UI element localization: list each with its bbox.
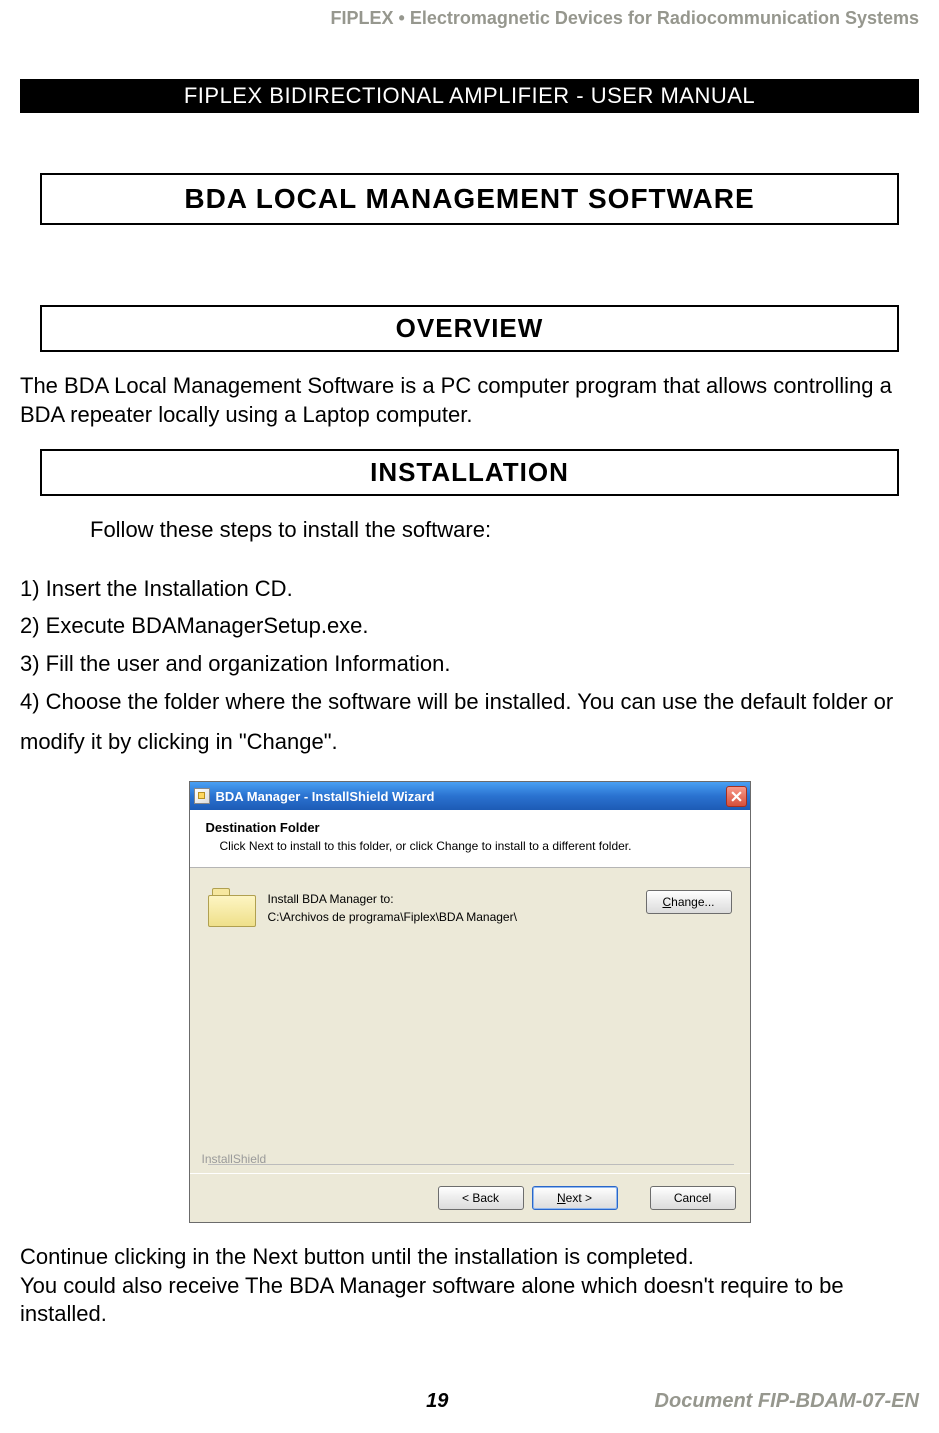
dialog-title: BDA Manager - InstallShield Wizard: [216, 789, 726, 804]
install-path: C:\Archivos de programa\Fiplex\BDA Manag…: [268, 908, 634, 926]
dialog-titlebar: BDA Manager - InstallShield Wizard: [190, 782, 750, 810]
install-intro: Follow these steps to install the softwa…: [20, 516, 919, 545]
overview-body: The BDA Local Management Software is a P…: [20, 372, 919, 429]
after-dialog-text-1: Continue clicking in the Next button unt…: [20, 1243, 919, 1272]
install-to-label: Install BDA Manager to:: [268, 890, 634, 908]
installation-title: INSTALLATION: [40, 449, 899, 496]
destination-info: Install BDA Manager to: C:\Archivos de p…: [268, 888, 634, 926]
close-icon: [731, 791, 742, 802]
installshield-brand: InstallShield: [202, 1152, 734, 1165]
dialog-header-title: Destination Folder: [206, 820, 734, 835]
manual-banner: FIPLEX BIDIRECTIONAL AMPLIFIER - USER MA…: [20, 79, 919, 113]
installer-app-icon: [194, 788, 210, 804]
dialog-header-subtitle: Click Next to install to this folder, or…: [206, 839, 734, 853]
dialog-footer: < Back Next > Cancel: [190, 1173, 750, 1222]
close-button[interactable]: [726, 786, 747, 807]
folder-icon: [208, 888, 256, 928]
overview-title: OVERVIEW: [40, 305, 899, 352]
page-footer: 19 Document FIP-BDAM-07-EN: [20, 1390, 919, 1413]
back-button[interactable]: < Back: [438, 1186, 524, 1210]
document-id: Document FIP-BDAM-07-EN: [655, 1390, 919, 1413]
dialog-header: Destination Folder Click Next to install…: [190, 810, 750, 868]
cancel-button[interactable]: Cancel: [650, 1186, 736, 1210]
dialog-body: Install BDA Manager to: C:\Archivos de p…: [190, 868, 750, 1173]
next-button[interactable]: Next >: [532, 1186, 618, 1210]
install-step-2: 2) Execute BDAManagerSetup.exe.: [20, 607, 919, 644]
change-button[interactable]: Change...: [646, 890, 732, 914]
main-title: BDA LOCAL MANAGEMENT SOFTWARE: [40, 173, 899, 225]
install-step-1: 1) Insert the Installation CD.: [20, 570, 919, 607]
page-number: 19: [220, 1390, 655, 1413]
company-tagline: FIPLEX • Electromagnetic Devices for Rad…: [20, 8, 919, 29]
installer-dialog: BDA Manager - InstallShield Wizard Desti…: [189, 781, 751, 1223]
install-step-4: 4) Choose the folder where the software …: [20, 682, 919, 761]
after-dialog-text-2: You could also receive The BDA Manager s…: [20, 1272, 919, 1329]
install-step-3: 3) Fill the user and organization Inform…: [20, 645, 919, 682]
